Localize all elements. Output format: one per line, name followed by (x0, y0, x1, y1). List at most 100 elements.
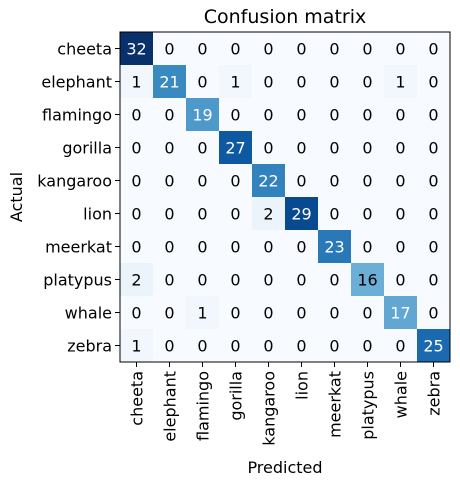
heatmap-cell (318, 296, 352, 330)
cell-value: 0 (164, 139, 174, 158)
cell-value: 1 (197, 304, 207, 323)
heatmap-cell (153, 296, 187, 330)
cell-value: 2 (263, 205, 273, 224)
heatmap-cell (285, 131, 319, 165)
heatmap-cell (318, 230, 352, 264)
cell-value: 0 (362, 40, 372, 59)
cell-value: 0 (164, 271, 174, 290)
heatmap-cell (186, 164, 220, 198)
cell-value: 0 (362, 238, 372, 257)
heatmap-cell (252, 98, 286, 132)
cell-value: 0 (263, 271, 273, 290)
y-tick-label: cheeta (57, 40, 112, 59)
heatmap-cell (351, 230, 385, 264)
cell-value: 0 (230, 238, 240, 257)
heatmap-cell (252, 263, 286, 297)
cell-value: 23 (324, 238, 344, 257)
heatmap-cell (120, 197, 154, 231)
cell-value: 0 (296, 304, 306, 323)
heatmap-cell (285, 296, 319, 330)
y-tick-label: zebra (67, 337, 112, 356)
heatmap-cell (285, 32, 319, 66)
y-axis-ticks: cheeta elephant flamingo gorilla kangaroo lio… (37, 40, 120, 356)
y-axis-label: Actual (7, 172, 26, 222)
cell-value: 1 (395, 73, 405, 92)
cell-value: 0 (428, 106, 438, 125)
heatmap-cell-values: 32 0 0 0 0 0 0 0 0 01 21 0 1 0 0 0 0 1 00 0 19 0 0 0 0 0 0 00 0 0 27 0 0… (126, 40, 443, 356)
cell-value: 0 (428, 172, 438, 191)
heatmap-cell (252, 65, 286, 99)
heatmap-cell (186, 131, 220, 165)
x-tick-label: lion (293, 371, 312, 400)
cell-value: 0 (230, 337, 240, 356)
heatmap-cell (351, 296, 385, 330)
cell-value: 0 (263, 73, 273, 92)
cell-value: 0 (197, 40, 207, 59)
heatmap-cell (318, 131, 352, 165)
heatmap-cell (153, 32, 187, 66)
heatmap-cell (318, 65, 352, 99)
y-tick-label: elephant (41, 73, 112, 92)
cell-value: 0 (428, 40, 438, 59)
cell-value: 0 (395, 172, 405, 191)
heatmap-cell (318, 329, 352, 363)
heatmap-cell (219, 329, 253, 363)
heatmap-cell (120, 131, 154, 165)
cell-value: 0 (230, 304, 240, 323)
cell-value: 0 (362, 304, 372, 323)
heatmap-cell (285, 263, 319, 297)
cell-value: 1 (131, 73, 141, 92)
heatmap-cell (219, 296, 253, 330)
x-axis-ticks: cheeta elephant flamingo gorilla kangaroo lio… (128, 362, 444, 446)
x-tick-label: gorilla (227, 371, 246, 421)
cell-value: 0 (197, 271, 207, 290)
cell-value: 0 (296, 106, 306, 125)
heatmap-cell (153, 329, 187, 363)
y-tick-label: gorilla (62, 139, 112, 158)
cell-value: 22 (258, 172, 278, 191)
cell-value: 0 (197, 172, 207, 191)
cell-value: 0 (296, 139, 306, 158)
heatmap-cell (417, 197, 451, 231)
cell-value: 0 (164, 304, 174, 323)
cell-value: 0 (428, 238, 438, 257)
cell-value: 1 (131, 337, 141, 356)
cell-value: 0 (428, 73, 438, 92)
heatmap-cell (153, 131, 187, 165)
heatmap-cell (417, 98, 451, 132)
y-tick-label: whale (65, 304, 112, 323)
cell-value: 21 (159, 73, 179, 92)
cell-value: 0 (329, 139, 339, 158)
cell-value: 0 (197, 139, 207, 158)
cell-value: 0 (362, 73, 372, 92)
cell-value: 0 (230, 40, 240, 59)
heatmap-cell (384, 296, 418, 330)
heatmap-cell (219, 230, 253, 264)
cell-value: 0 (362, 172, 372, 191)
heatmap-cell (351, 197, 385, 231)
x-tick-label: kangaroo (260, 371, 279, 446)
cell-value: 0 (395, 271, 405, 290)
cell-value: 19 (192, 106, 212, 125)
cell-value: 0 (263, 139, 273, 158)
cell-value: 0 (263, 106, 273, 125)
cell-value: 0 (428, 271, 438, 290)
cell-value: 0 (230, 106, 240, 125)
heatmap-cell (120, 263, 154, 297)
cell-value: 0 (329, 337, 339, 356)
cell-value: 0 (395, 205, 405, 224)
heatmap-cell (285, 329, 319, 363)
heatmap-cell (384, 230, 418, 264)
heatmap-cell (120, 65, 154, 99)
heatmap-cell (186, 65, 220, 99)
heatmap-cell (120, 296, 154, 330)
heatmap-cell (186, 98, 220, 132)
heatmap-cell (252, 230, 286, 264)
heatmap-cell (384, 65, 418, 99)
heatmap-cell (153, 98, 187, 132)
y-tick-label: meerkat (45, 238, 112, 257)
cell-value: 0 (131, 139, 141, 158)
cell-value: 0 (164, 205, 174, 224)
cell-value: 0 (428, 205, 438, 224)
